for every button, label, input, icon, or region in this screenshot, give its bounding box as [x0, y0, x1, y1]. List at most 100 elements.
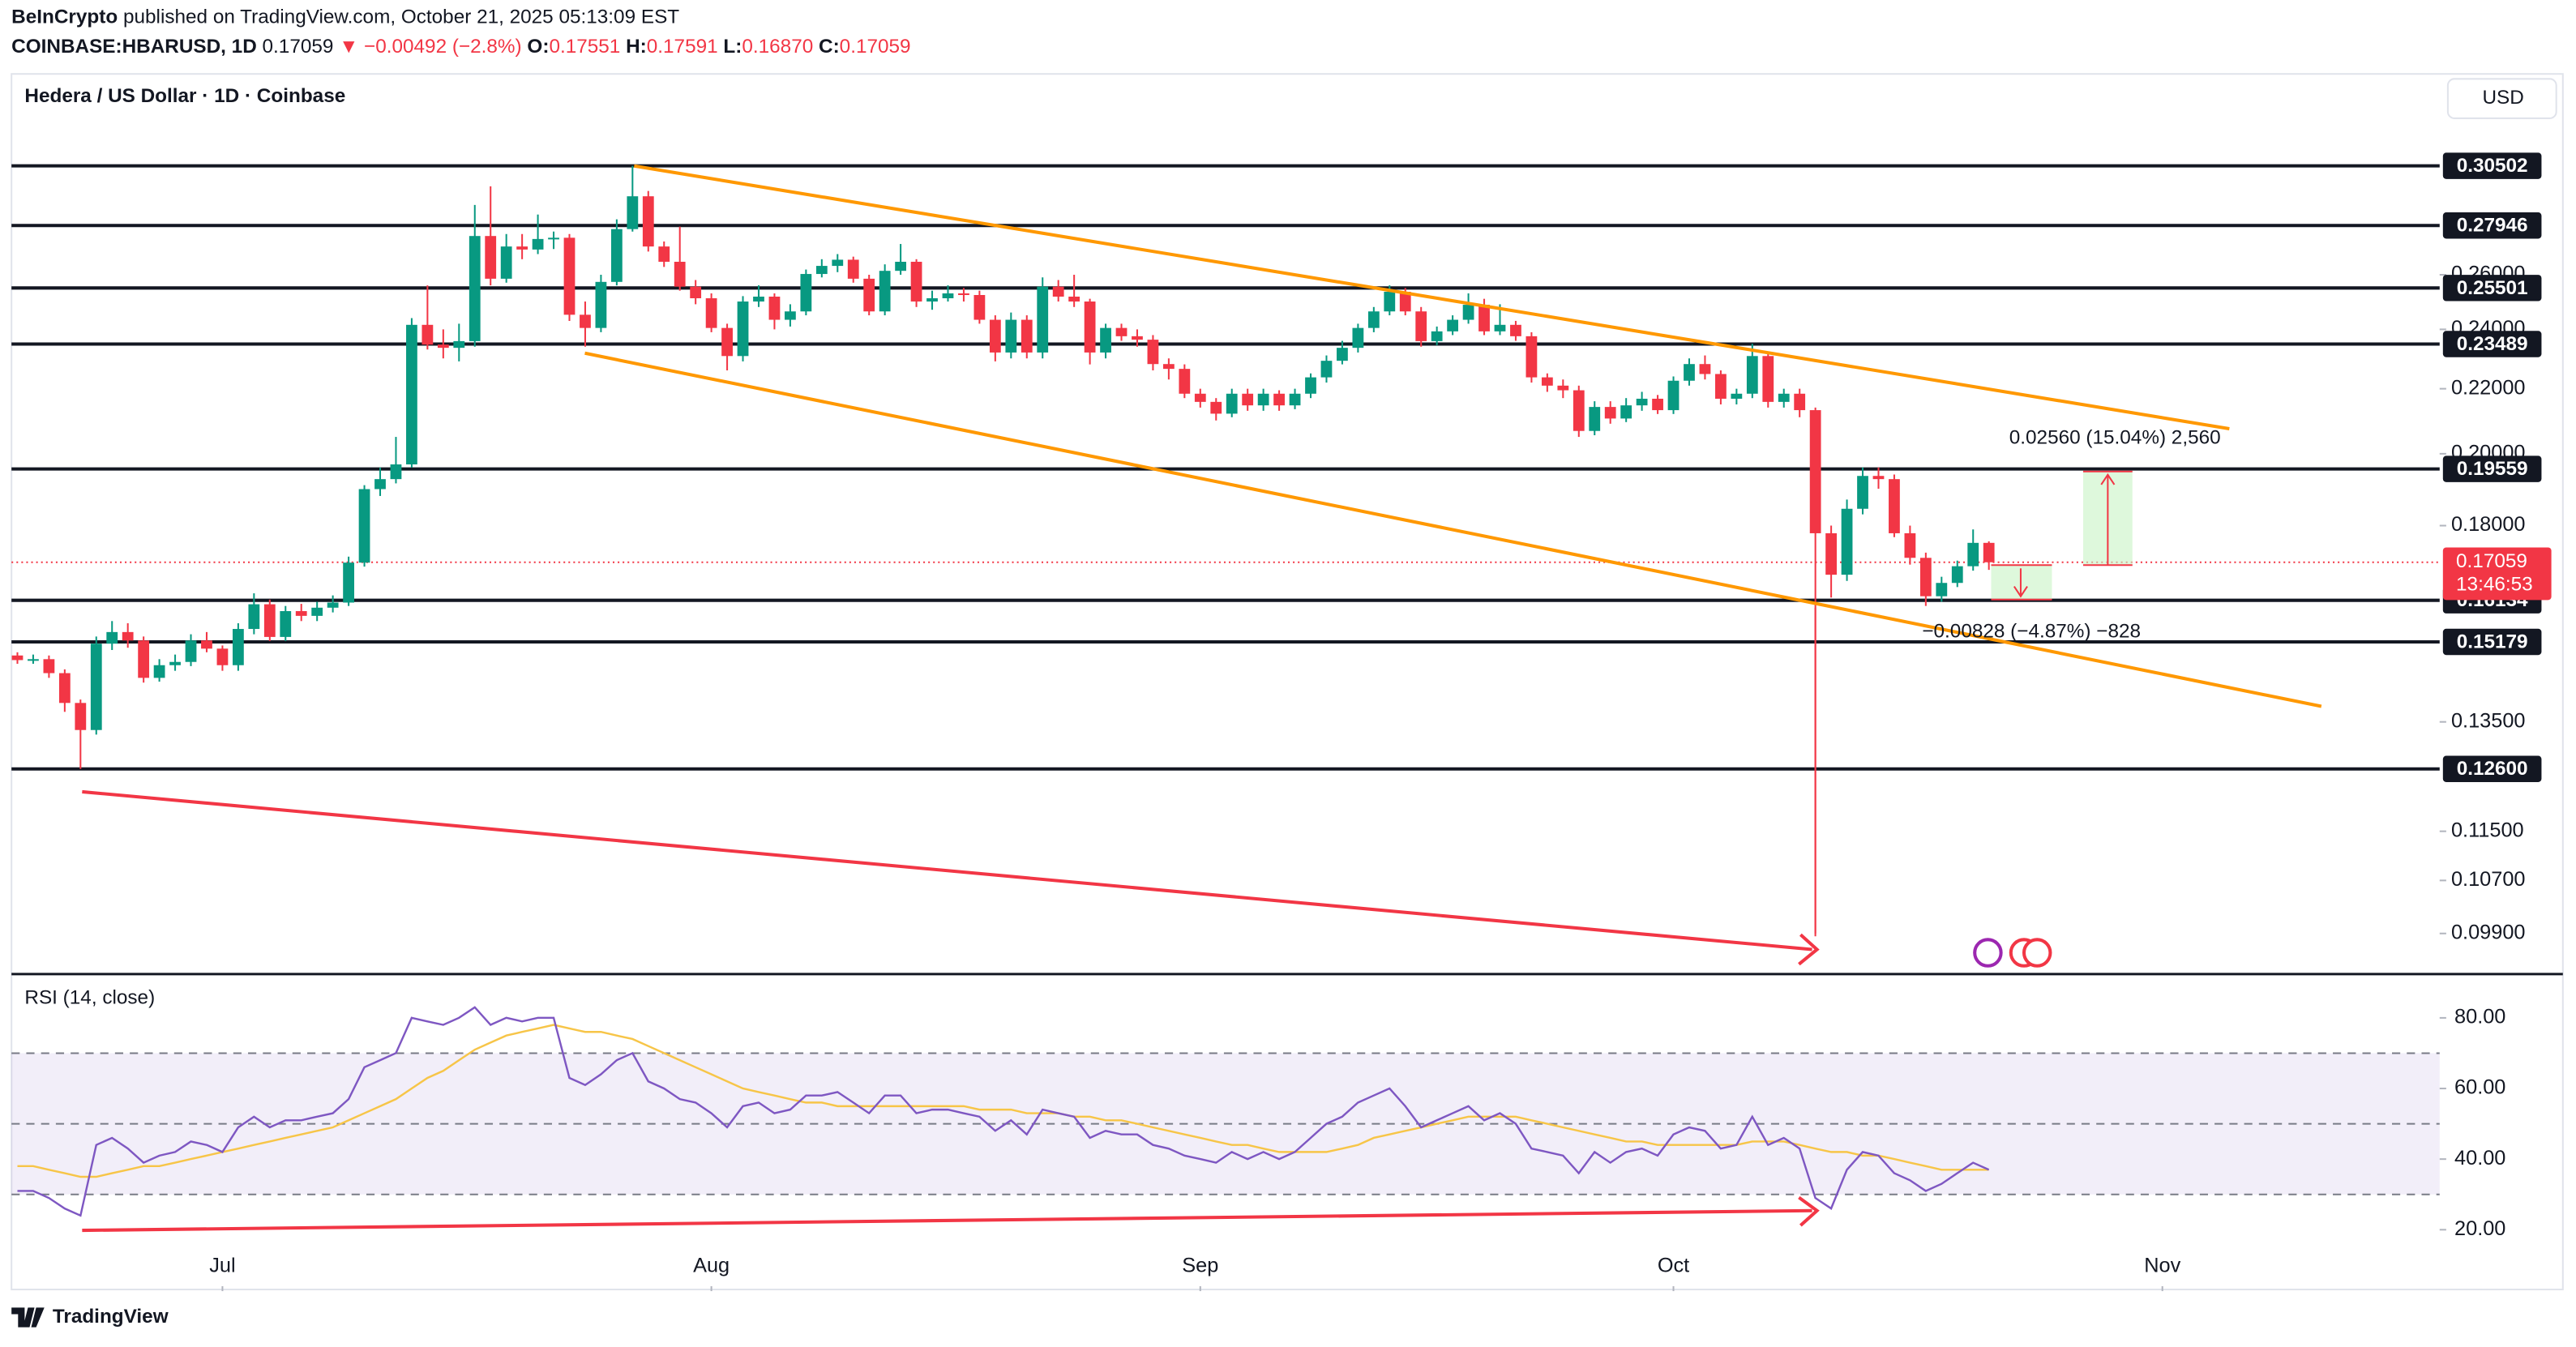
- candle-body: [563, 237, 576, 315]
- level-label: 0.12600: [2457, 758, 2528, 780]
- candle-body: [1320, 361, 1333, 378]
- candle-body: [406, 324, 417, 465]
- change: ▼ −0.00492 (−2.8%): [339, 36, 521, 58]
- ohlc-value: 0.17551: [549, 36, 620, 58]
- candle-body: [390, 464, 402, 480]
- candle-body: [674, 261, 686, 287]
- candle-body: [958, 293, 969, 296]
- level-label-bg: [2442, 331, 2542, 357]
- candle-body: [1367, 311, 1380, 328]
- level-label-bg: [2442, 755, 2542, 782]
- currency: USD: [2482, 87, 2523, 109]
- short-label: −0.00828 (−4.87%) −828: [1922, 621, 2141, 643]
- candle-body: [1084, 301, 1096, 353]
- candle-body: [295, 611, 307, 616]
- candle-body: [532, 238, 544, 250]
- brand-logo: TradingView: [11, 1306, 169, 1328]
- candle-body: [1021, 319, 1033, 353]
- candle-body: [1431, 331, 1443, 341]
- candle-body: [11, 655, 24, 661]
- candle-body: [1604, 407, 1616, 419]
- candle-body: [785, 311, 796, 320]
- candle-body: [1005, 319, 1017, 353]
- candle-body: [1652, 398, 1663, 411]
- y-tick-label: 0.11500: [2451, 819, 2524, 841]
- candle-body: [1242, 393, 1254, 406]
- candle-body: [1100, 327, 1111, 353]
- candle-body: [1589, 407, 1601, 431]
- event-icon[interactable]: [2022, 938, 2052, 968]
- drawings: 0.02560 (15.04%) 2,560 −0.00828 (−4.87%)…: [82, 164, 2322, 1233]
- header-line-1: BeInCrypto published on TradingView.com,…: [11, 6, 679, 28]
- event-icon[interactable]: [1973, 938, 2003, 968]
- trend-arrow: [82, 789, 1812, 951]
- candle-body: [642, 196, 654, 247]
- symbol: COINBASE:HBARUSD, 1D: [11, 36, 257, 58]
- candle-body: [1337, 348, 1348, 361]
- candle-body: [1778, 393, 1790, 402]
- y-tick-label: 0.09900: [2451, 921, 2526, 943]
- y-tick-label: 40.00: [2454, 1147, 2505, 1170]
- candle-body: [1541, 377, 1553, 386]
- header-line-2: COINBASE:HBARUSD, 1D 0.17059 ▼ −0.00492 …: [11, 36, 910, 58]
- candle-body: [1794, 393, 1806, 411]
- candle-body: [910, 261, 922, 302]
- candle-body: [1684, 364, 1695, 381]
- brand: TradingView: [53, 1306, 169, 1328]
- candle-body: [1447, 319, 1459, 331]
- candle-body: [280, 611, 292, 637]
- countdown: 13:46:53: [2456, 574, 2533, 596]
- price: 0.17059: [263, 36, 334, 58]
- rsi-trend-arrow: [82, 1208, 1812, 1233]
- ohlc-key: C:: [819, 36, 840, 58]
- candle-body: [1068, 296, 1080, 302]
- candle-body: [1889, 479, 1900, 533]
- candle-body: [374, 479, 386, 490]
- channel-upper: [634, 164, 2230, 431]
- rsi-title: RSI (14, close): [24, 987, 155, 1009]
- plot-layer: 0.260000.240000.220000.200000.180000.135…: [11, 152, 2552, 1292]
- long-label: 0.02560 (15.04%) 2,560: [2009, 427, 2221, 449]
- candle-body: [43, 659, 55, 674]
- channel-lower: [584, 351, 2322, 708]
- candle-body: [768, 296, 781, 320]
- candle-body: [1162, 364, 1175, 370]
- last-price-label: 0.17059: [2456, 550, 2527, 572]
- x-tick-label: Sep: [1182, 1254, 1218, 1276]
- candle-body: [610, 229, 623, 282]
- candle-body: [1746, 356, 1758, 394]
- candle-body: [721, 327, 733, 357]
- candle-body: [1715, 374, 1727, 399]
- candle-body: [1115, 327, 1128, 336]
- candle-body: [815, 266, 828, 275]
- candle-body: [627, 196, 639, 229]
- candle-body: [138, 640, 150, 678]
- y-tick-label: 20.00: [2454, 1217, 2505, 1240]
- frame: [11, 73, 2564, 1291]
- candle-body: [1399, 291, 1411, 312]
- arrow-head: [2100, 473, 2116, 485]
- ohlc-key: H:: [626, 36, 647, 58]
- candle-body: [90, 644, 102, 730]
- candle-body: [1273, 393, 1285, 406]
- candle-body: [1037, 286, 1049, 353]
- y-tick-label: 0.22000: [2451, 376, 2526, 399]
- y-tick-label: 0.10700: [2451, 868, 2526, 891]
- candle-body: [1667, 380, 1680, 411]
- candle-body: [1525, 336, 1538, 378]
- candle-body: [58, 673, 71, 703]
- candle-body: [1951, 566, 1963, 584]
- candle-body: [1983, 542, 1995, 562]
- x-tick-label: Oct: [1658, 1254, 1689, 1276]
- arrow-head: [2013, 586, 2028, 598]
- candle-body: [1841, 508, 1853, 575]
- ohlc-value: 0.17591: [647, 36, 718, 58]
- y-tick-label: 0.13500: [2451, 709, 2526, 732]
- candle-body: [705, 298, 717, 328]
- currency-box[interactable]: [2446, 78, 2557, 119]
- candle-body: [1194, 393, 1206, 402]
- arrow-head: [1798, 933, 1820, 966]
- candle-body: [942, 293, 954, 299]
- publisher: BeInCrypto: [11, 6, 118, 28]
- candle-body: [1132, 336, 1143, 340]
